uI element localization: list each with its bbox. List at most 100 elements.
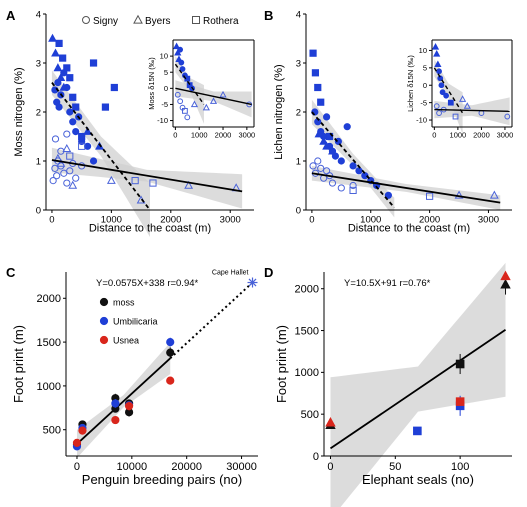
y-tick-label: 1000 <box>37 381 61 393</box>
data-point <box>111 415 120 425</box>
y-tick-label: 1000 <box>295 367 319 379</box>
data-point <box>83 126 93 135</box>
inset-regression-line <box>175 87 252 106</box>
data-point <box>323 113 331 121</box>
inset-point <box>172 42 181 50</box>
x-tick-label: 50 <box>389 461 401 473</box>
x-axis-title: Distance to the coast (m) <box>89 223 211 235</box>
y-tick-label: 3 <box>36 58 41 69</box>
inset-point <box>184 114 191 121</box>
y-tick-label: 2 <box>296 107 301 118</box>
y-axis-title: Moss nitrogen (%) <box>13 67 25 156</box>
data-point <box>500 270 511 281</box>
inset-point <box>202 103 210 111</box>
data-point <box>328 146 337 155</box>
y-tick-label: 0 <box>36 205 41 216</box>
data-point <box>317 164 325 172</box>
confidence-band <box>330 262 506 507</box>
inset-regression-line <box>433 67 464 114</box>
data-point <box>84 142 92 150</box>
inset-regression-line <box>174 63 205 105</box>
data-point <box>111 399 120 408</box>
legend-label: Rothera <box>203 16 239 27</box>
x-tick-label: 0 <box>432 131 436 140</box>
data-point <box>322 141 332 150</box>
x-tick-label: 0 <box>74 461 80 473</box>
x-tick-label: 0 <box>173 131 177 140</box>
x-tick-label: 0 <box>49 215 54 226</box>
y-tick-label: -5 <box>420 98 427 107</box>
data-point <box>78 132 86 141</box>
data-point <box>89 157 98 165</box>
regression-equation: Y=10.5X+91 r=0.76* <box>344 278 431 289</box>
data-point <box>500 278 511 289</box>
y-tick-label: 1500 <box>295 325 319 337</box>
panel-d-chart: Y=10.5X+91 r=0.76*0 50 1000500100015002000… <box>274 262 512 507</box>
inset-point <box>431 43 440 50</box>
inset-point <box>504 113 511 120</box>
data-point <box>78 142 86 150</box>
y-tick-label: 10 <box>160 52 168 61</box>
data-point <box>325 132 334 141</box>
x-tick-label: 1000 <box>101 215 122 226</box>
data-point <box>314 129 324 138</box>
data-point <box>149 179 157 187</box>
data-point <box>343 123 351 131</box>
x-tick-label: 3000 <box>220 215 241 226</box>
data-point <box>51 135 60 143</box>
legend-label: Usnea <box>113 336 139 346</box>
y-tick-label: 5 <box>164 68 168 77</box>
panel-c-chart: Cape Hallet Y=0.0575X+338 r=0.94* moss Umbi… <box>11 270 258 487</box>
x-tick-label: 2000 <box>473 131 490 140</box>
data-point <box>56 158 66 167</box>
data-point <box>63 130 71 138</box>
x-axis-title: Distance to the coast (m) <box>348 223 470 235</box>
inset-point <box>452 113 459 120</box>
x-axis-title: Penguin breeding pairs (no) <box>82 472 242 487</box>
inset-point <box>174 91 181 98</box>
data-point <box>72 438 82 447</box>
data-point <box>51 164 59 172</box>
data-point <box>59 54 67 62</box>
data-point <box>66 108 74 116</box>
y-tick-label: 3 <box>296 58 301 69</box>
x-tick-label: 30000 <box>226 461 257 473</box>
y-tick-label: 0 <box>296 205 301 216</box>
data-point <box>55 39 63 47</box>
data-point <box>63 64 71 72</box>
x-tick-label: 0 <box>327 461 333 473</box>
data-point <box>72 128 80 136</box>
y-tick-label: 0 <box>164 84 168 93</box>
y-tick-label: 4 <box>36 9 41 20</box>
data-point <box>49 177 57 185</box>
inset-y-axis-title: Lichen δ15N (‰) <box>406 55 415 112</box>
data-point <box>319 136 329 145</box>
legend-marker <box>133 14 143 24</box>
x-tick-label: 1000 <box>450 131 467 140</box>
x-tick-label: 2000 <box>160 215 181 226</box>
x-tick-label: 20000 <box>171 461 202 473</box>
inset-point <box>182 107 188 114</box>
y-tick-label: 1500 <box>37 337 61 349</box>
y-tick-label: 2 <box>36 107 41 118</box>
x-tick-label: 2000 <box>215 131 232 140</box>
inset-point <box>434 60 442 68</box>
data-point <box>314 83 322 92</box>
data-point <box>337 184 345 192</box>
y-tick-label: 5 <box>423 63 427 72</box>
regression-line <box>51 159 243 193</box>
y-tick-label: 4 <box>296 9 301 20</box>
data-point <box>124 401 134 411</box>
inset-regression-line <box>434 108 510 113</box>
y-tick-label: 2000 <box>37 293 61 305</box>
data-point <box>53 63 63 72</box>
data-point <box>56 72 66 81</box>
inset-point <box>177 98 184 105</box>
x-tick-label: 100 <box>451 461 469 473</box>
data-point <box>53 172 61 180</box>
data-point <box>309 162 317 170</box>
inset-point <box>177 46 184 53</box>
confidence-band <box>51 147 243 209</box>
